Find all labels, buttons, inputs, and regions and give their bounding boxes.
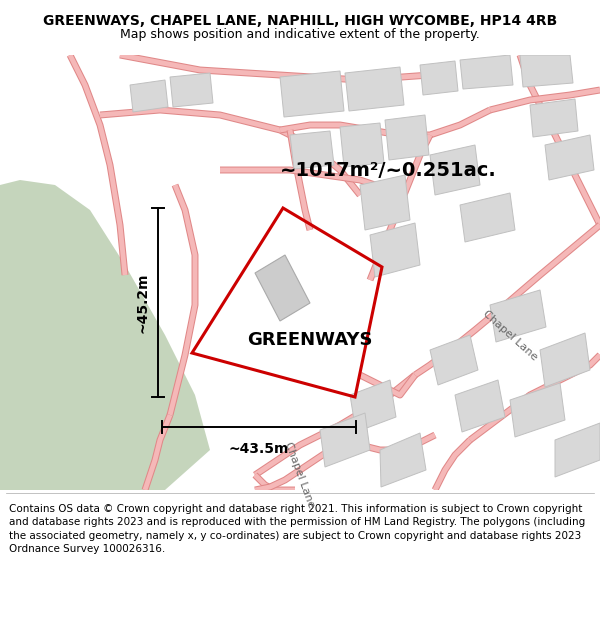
Polygon shape	[455, 380, 505, 432]
Text: ~43.5m: ~43.5m	[229, 442, 289, 456]
Polygon shape	[540, 333, 590, 387]
Polygon shape	[170, 73, 213, 107]
Polygon shape	[430, 145, 480, 195]
Polygon shape	[0, 180, 210, 490]
Polygon shape	[530, 99, 578, 137]
Text: Map shows position and indicative extent of the property.: Map shows position and indicative extent…	[120, 28, 480, 41]
Polygon shape	[490, 290, 546, 342]
Text: ~45.2m: ~45.2m	[135, 272, 149, 332]
Text: GREENWAYS: GREENWAYS	[247, 331, 373, 349]
Polygon shape	[420, 61, 458, 95]
Text: ~1017m²/~0.251ac.: ~1017m²/~0.251ac.	[280, 161, 497, 179]
Polygon shape	[320, 413, 370, 467]
Polygon shape	[370, 223, 420, 277]
Polygon shape	[340, 123, 384, 167]
Polygon shape	[360, 175, 410, 230]
Polygon shape	[380, 433, 426, 487]
Polygon shape	[460, 193, 515, 242]
Text: Chapel Lane: Chapel Lane	[283, 441, 317, 509]
Polygon shape	[280, 71, 344, 117]
Polygon shape	[545, 135, 594, 180]
Polygon shape	[290, 131, 334, 169]
Polygon shape	[520, 55, 573, 87]
Text: Chapel Lane: Chapel Lane	[481, 308, 539, 362]
Polygon shape	[130, 80, 168, 112]
Text: GREENWAYS, CHAPEL LANE, NAPHILL, HIGH WYCOMBE, HP14 4RB: GREENWAYS, CHAPEL LANE, NAPHILL, HIGH WY…	[43, 14, 557, 28]
Polygon shape	[555, 423, 600, 477]
Text: Contains OS data © Crown copyright and database right 2021. This information is : Contains OS data © Crown copyright and d…	[9, 504, 585, 554]
Polygon shape	[460, 55, 513, 89]
Polygon shape	[510, 383, 565, 437]
Polygon shape	[350, 380, 396, 432]
Polygon shape	[430, 335, 478, 385]
Polygon shape	[385, 115, 429, 160]
Polygon shape	[345, 67, 404, 111]
Polygon shape	[255, 255, 310, 321]
